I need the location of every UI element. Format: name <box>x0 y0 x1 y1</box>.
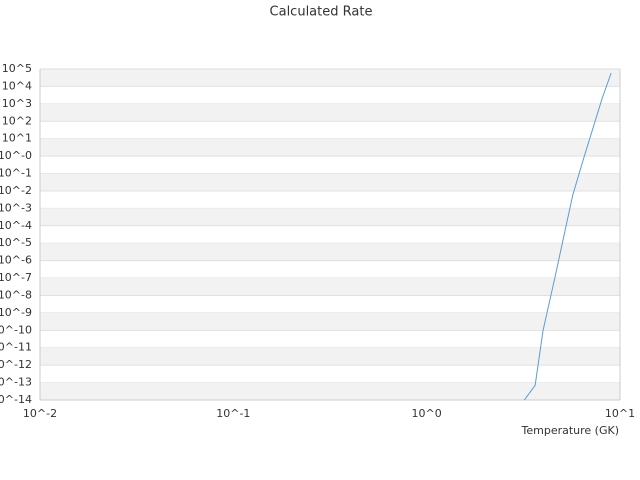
x-tick-label: 10^-1 <box>216 407 250 420</box>
y-tick-label: 10^-12 <box>0 358 32 371</box>
x-tick-label: 10^0 <box>412 407 442 420</box>
y-tick-label: 10^-0 <box>0 149 32 162</box>
y-tick-label: 10^-6 <box>0 254 32 267</box>
grid-band <box>40 103 620 122</box>
x-tick-label: 10^-2 <box>23 407 57 420</box>
grid-band <box>40 382 620 400</box>
y-tick-label: 10^-5 <box>0 236 32 249</box>
y-tick-label: 10^-7 <box>0 271 32 284</box>
y-tick-label: 10^5 <box>2 62 32 75</box>
grid-band <box>40 243 620 261</box>
y-tick-label: 10^-4 <box>0 219 32 232</box>
y-tick-label: 10^3 <box>2 97 32 110</box>
y-tick-label: 10^2 <box>2 114 32 127</box>
y-tick-label: 10^-9 <box>0 306 32 319</box>
y-tick-label: 10^-1 <box>0 167 32 180</box>
grid-band <box>40 208 620 226</box>
y-tick-label: 10^-8 <box>0 288 32 301</box>
y-tick-label: 10^-13 <box>0 376 32 389</box>
grid <box>39 68 621 401</box>
grid-band <box>40 138 620 157</box>
grid-band <box>40 312 620 331</box>
grid-band <box>40 69 620 87</box>
x-tick-label: 10^1 <box>605 407 635 420</box>
y-tick-label: 10^-10 <box>0 323 32 336</box>
x-axis-label: Temperature (GK) <box>521 424 620 437</box>
y-tick-label: 10^-3 <box>0 201 32 214</box>
y-tick-label: 10^-11 <box>0 341 32 354</box>
data-line <box>523 72 612 400</box>
grid-band <box>40 173 620 191</box>
y-tick-label: 10^1 <box>2 132 32 145</box>
chart-title: Calculated Rate <box>270 5 373 20</box>
y-tick-label: 10^-2 <box>0 184 32 197</box>
grid-band <box>40 347 620 366</box>
y-tick-label: 10^-14 <box>0 393 32 406</box>
grid-band <box>40 278 620 296</box>
y-tick-label: 10^4 <box>2 79 32 92</box>
